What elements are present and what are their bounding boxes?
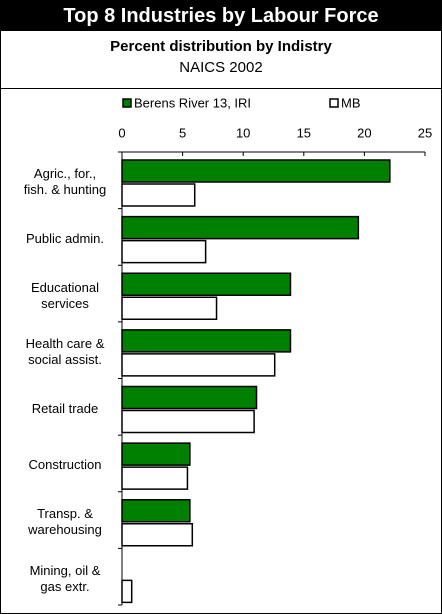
bar [121,183,196,207]
bar [121,579,133,604]
x-tick-label: 5 [179,125,186,140]
bar [121,409,255,434]
legend-label: MB [341,95,361,110]
category-label: Public admin. [25,230,105,246]
bar [121,385,258,410]
x-tick-label: 15 [297,125,311,140]
bar [121,466,189,490]
bar [121,523,194,547]
category-label: Health care & social assist. [25,336,105,368]
bar [121,329,292,353]
subtitle-box: Percent distribution by Indistry NAICS 2… [1,31,441,89]
x-tick-label: 0 [118,125,125,140]
bar [121,442,191,466]
bar [121,159,391,183]
category-label: Retail trade [31,400,99,416]
bar [121,272,292,296]
bar [121,353,276,377]
legend-label: Berens River 13, IRI [134,95,251,110]
category-label: Educational services [31,279,99,311]
bar [121,215,360,240]
x-tick-label: 10 [236,125,250,140]
legend-swatch [329,98,339,108]
category-label: Mining, oil & gas extr. [29,562,101,594]
subtitle: NAICS 2002 [179,59,263,76]
legend-swatch [122,98,132,108]
category-label: Construction [28,457,102,473]
title: Top 8 Industries by Labour Force [1,1,441,31]
category-label: Agric., for., fish. & hunting [23,166,107,198]
bar [121,239,207,264]
subtitle: Percent distribution by Indistry [110,38,332,55]
category-label: Transp. & warehousing [28,506,102,538]
bar [121,296,218,320]
bar [121,499,191,523]
x-tick-label: 25 [418,125,432,140]
x-tick-label: 20 [357,125,371,140]
